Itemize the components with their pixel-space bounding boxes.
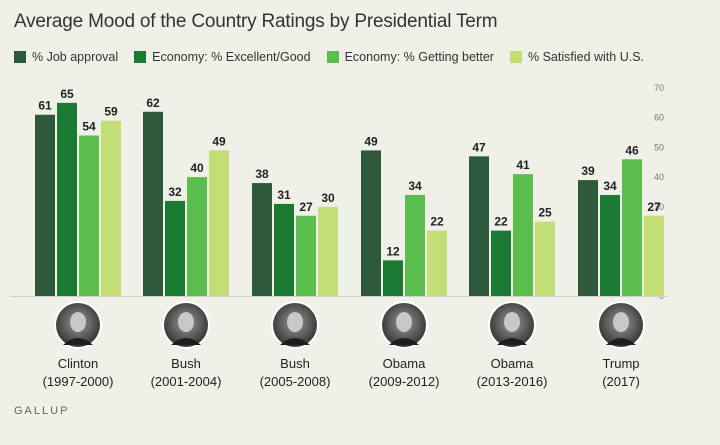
president-term: (1997-2000) (43, 374, 114, 389)
bar (469, 156, 489, 296)
bar (361, 150, 381, 296)
data-label: 34 (603, 179, 617, 193)
data-label: 41 (516, 158, 530, 172)
y-tick-label: 50 (654, 142, 664, 152)
data-label: 54 (82, 120, 96, 134)
bar (35, 114, 55, 296)
portrait-face (396, 312, 412, 332)
y-tick-label: 70 (654, 83, 664, 93)
data-label: 65 (60, 87, 74, 101)
data-label: 61 (38, 99, 52, 113)
data-label: 27 (299, 200, 313, 214)
legend-label: % Job approval (32, 50, 119, 64)
data-label: 62 (146, 96, 160, 110)
portrait-shoulders (63, 338, 93, 345)
president-name: Clinton (58, 356, 98, 371)
data-label: 59 (104, 105, 118, 119)
bar (101, 120, 121, 296)
chart-title: Average Mood of the Country Ratings by P… (14, 11, 498, 32)
legend-label: Economy: % Excellent/Good (152, 50, 311, 64)
data-label: 22 (494, 215, 508, 229)
president-term: (2009-2012) (369, 374, 440, 389)
bar (318, 206, 338, 296)
portrait-face (613, 312, 629, 332)
president-name: Bush (280, 356, 310, 371)
president-name: Bush (171, 356, 201, 371)
bar (405, 194, 425, 296)
bar (491, 230, 511, 296)
bar (57, 102, 77, 296)
legend-label: % Satisfied with U.S. (527, 50, 644, 64)
bar (600, 194, 620, 296)
portrait-face (178, 312, 194, 332)
data-label: 27 (647, 200, 661, 214)
bar (252, 183, 272, 296)
bar (274, 203, 294, 296)
data-label: 25 (538, 206, 552, 220)
legend-item-job-approval: % Job approval (14, 50, 118, 64)
president-term: (2001-2004) (151, 374, 222, 389)
legend-item-economy-excellent: Economy: % Excellent/Good (134, 50, 311, 64)
data-label: 46 (625, 143, 639, 157)
legend-swatch (14, 51, 26, 63)
bar (296, 215, 316, 296)
bar (165, 200, 185, 296)
president-term: (2017) (602, 374, 640, 389)
president-name: Trump (602, 356, 639, 371)
bar (644, 215, 664, 296)
bar (187, 177, 207, 296)
legend-swatch (509, 51, 522, 63)
data-label: 30 (321, 191, 335, 205)
data-label: 22 (430, 215, 444, 229)
president-term: (2005-2008) (260, 374, 331, 389)
y-tick-label: 40 (654, 172, 664, 182)
bar (79, 135, 99, 296)
legend-label: Economy: % Getting better (344, 50, 494, 64)
y-tick-label: 60 (654, 113, 664, 123)
president-term: (2013-2016) (477, 374, 548, 389)
bar (427, 230, 447, 296)
legend-item-satisfied: % Satisfied with U.S. (509, 50, 644, 64)
bar (578, 180, 598, 296)
portrait-face (504, 312, 520, 332)
legend-swatch (326, 51, 339, 63)
data-label: 49 (364, 134, 378, 148)
bar (209, 150, 229, 296)
data-label: 39 (581, 164, 595, 178)
portrait-shoulders (497, 338, 527, 345)
portrait-shoulders (389, 338, 419, 345)
legend: % Job approval Economy: % Excellent/Good… (14, 50, 644, 64)
bar (383, 260, 403, 296)
data-label: 32 (168, 185, 182, 199)
data-label: 12 (386, 244, 400, 258)
portrait-face (70, 312, 86, 332)
bar (622, 159, 642, 296)
source-label: GALLUP (14, 405, 70, 417)
data-label: 40 (190, 161, 204, 175)
data-label: 38 (255, 167, 269, 181)
data-label: 49 (212, 134, 226, 148)
portrait-shoulders (171, 338, 201, 345)
president-name: Obama (491, 356, 534, 371)
portrait-face (287, 312, 303, 332)
bar (513, 174, 533, 296)
bar (143, 111, 163, 297)
data-label: 31 (277, 188, 291, 202)
president-name: Obama (383, 356, 426, 371)
legend-item-economy-better: Economy: % Getting better (326, 50, 494, 64)
portrait-shoulders (606, 338, 636, 345)
data-label: 47 (472, 140, 486, 154)
data-label: 34 (408, 179, 422, 193)
y-tick-label: 30 (654, 202, 664, 212)
bar (535, 221, 555, 296)
portrait-shoulders (280, 338, 310, 345)
legend-swatch (134, 51, 147, 63)
